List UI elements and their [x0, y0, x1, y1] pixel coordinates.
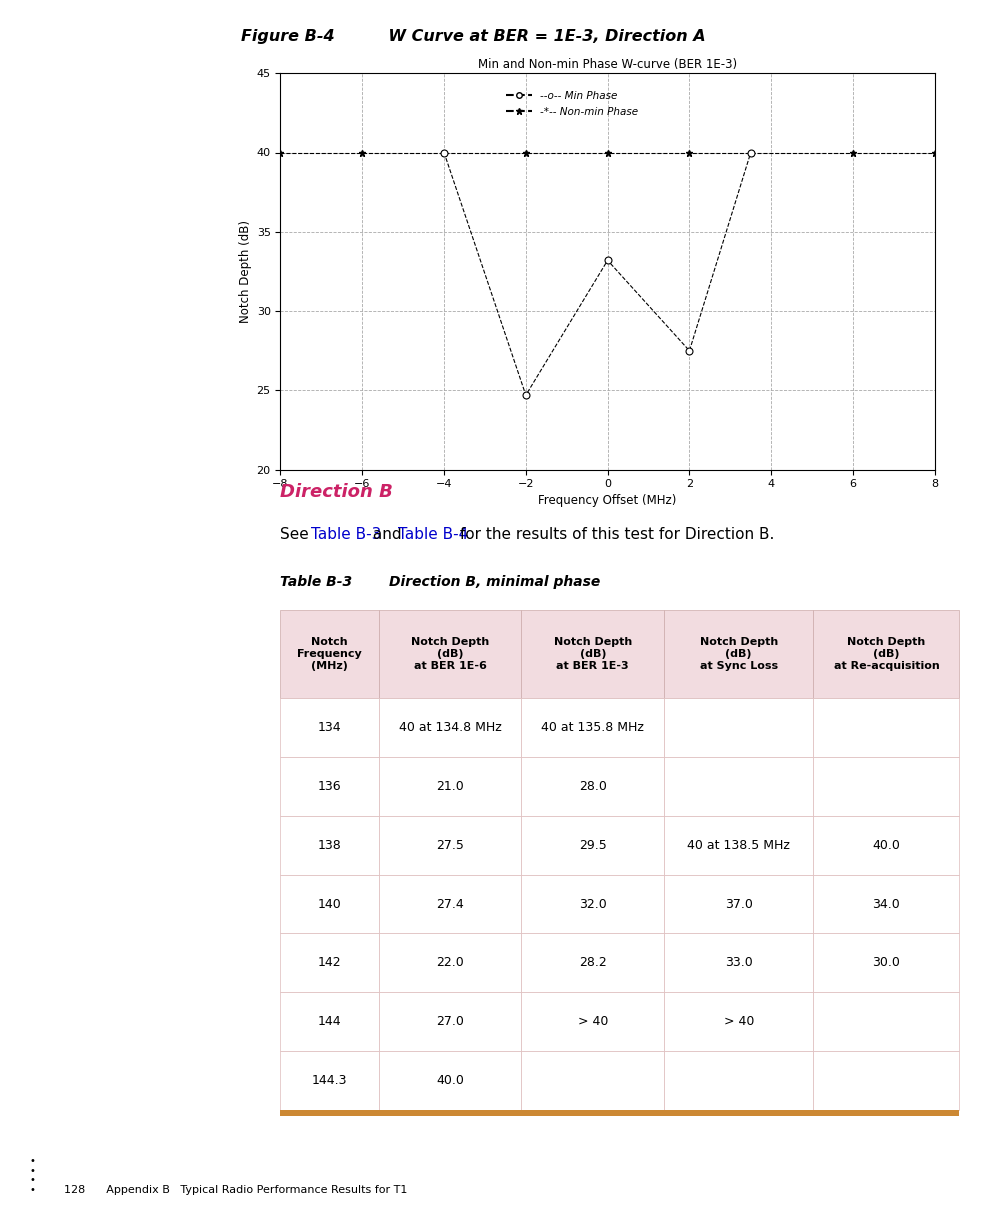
- Legend: --o-- Min Phase, -*-- Non-min Phase: --o-- Min Phase, -*-- Non-min Phase: [502, 87, 643, 121]
- Text: 136: 136: [318, 780, 341, 793]
- Text: 40 at 134.8 MHz: 40 at 134.8 MHz: [399, 721, 502, 733]
- Text: W Curve at BER = 1E-3, Direction A: W Curve at BER = 1E-3, Direction A: [349, 29, 706, 44]
- Text: Notch Depth
(dB)
at Sync Loss: Notch Depth (dB) at Sync Loss: [700, 637, 778, 671]
- Text: 34.0: 34.0: [873, 898, 900, 910]
- Text: 27.0: 27.0: [436, 1015, 464, 1028]
- Text: 142: 142: [318, 956, 341, 970]
- Text: 134: 134: [318, 721, 341, 733]
- Text: Notch Depth
(dB)
at Re-acquisition: Notch Depth (dB) at Re-acquisition: [833, 637, 940, 671]
- Text: 28.0: 28.0: [579, 780, 607, 793]
- Text: Direction B: Direction B: [280, 483, 394, 500]
- Text: Table B-4: Table B-4: [398, 527, 467, 542]
- Text: 27.4: 27.4: [436, 898, 464, 910]
- Text: 30.0: 30.0: [873, 956, 900, 970]
- Text: > 40: > 40: [578, 1015, 608, 1028]
- Text: 33.0: 33.0: [725, 956, 753, 970]
- Text: See: See: [280, 527, 314, 542]
- Text: 29.5: 29.5: [579, 838, 607, 852]
- Text: 40 at 135.8 MHz: 40 at 135.8 MHz: [541, 721, 645, 733]
- Text: 40 at 138.5 MHz: 40 at 138.5 MHz: [687, 838, 790, 852]
- Text: and: and: [368, 527, 406, 542]
- Text: Figure B-4: Figure B-4: [241, 29, 335, 44]
- Text: 21.0: 21.0: [436, 780, 464, 793]
- Text: 37.0: 37.0: [725, 898, 753, 910]
- Text: 144: 144: [318, 1015, 341, 1028]
- Title: Min and Non-min Phase W-curve (BER 1E-3): Min and Non-min Phase W-curve (BER 1E-3): [478, 57, 737, 71]
- Text: Table B-3: Table B-3: [311, 527, 382, 542]
- Text: •: •: [30, 1155, 35, 1166]
- Text: 138: 138: [318, 838, 341, 852]
- Text: Notch Depth
(dB)
at BER 1E-6: Notch Depth (dB) at BER 1E-6: [411, 637, 489, 671]
- X-axis label: Frequency Offset (MHz): Frequency Offset (MHz): [538, 494, 677, 506]
- Text: 27.5: 27.5: [436, 838, 464, 852]
- Y-axis label: Notch Depth (dB): Notch Depth (dB): [239, 220, 253, 323]
- Text: Notch
Frequency
(MHz): Notch Frequency (MHz): [297, 637, 362, 671]
- Text: 32.0: 32.0: [579, 898, 607, 910]
- Text: for the results of this test for Direction B.: for the results of this test for Directi…: [455, 527, 774, 542]
- Text: > 40: > 40: [723, 1015, 754, 1028]
- Text: 40.0: 40.0: [873, 838, 900, 852]
- Text: Table B-3: Table B-3: [280, 575, 352, 588]
- Text: Direction B, minimal phase: Direction B, minimal phase: [389, 575, 600, 588]
- Text: 28.2: 28.2: [579, 956, 607, 970]
- Text: 128      Appendix B   Typical Radio Performance Results for T1: 128 Appendix B Typical Radio Performance…: [64, 1185, 407, 1196]
- Text: Notch Depth
(dB)
at BER 1E-3: Notch Depth (dB) at BER 1E-3: [554, 637, 632, 671]
- Text: 144.3: 144.3: [312, 1075, 347, 1087]
- Text: •: •: [30, 1185, 35, 1196]
- Text: 22.0: 22.0: [436, 956, 464, 970]
- Text: 40.0: 40.0: [436, 1075, 464, 1087]
- Text: •: •: [30, 1175, 35, 1186]
- Text: •: •: [30, 1165, 35, 1176]
- Text: 140: 140: [318, 898, 341, 910]
